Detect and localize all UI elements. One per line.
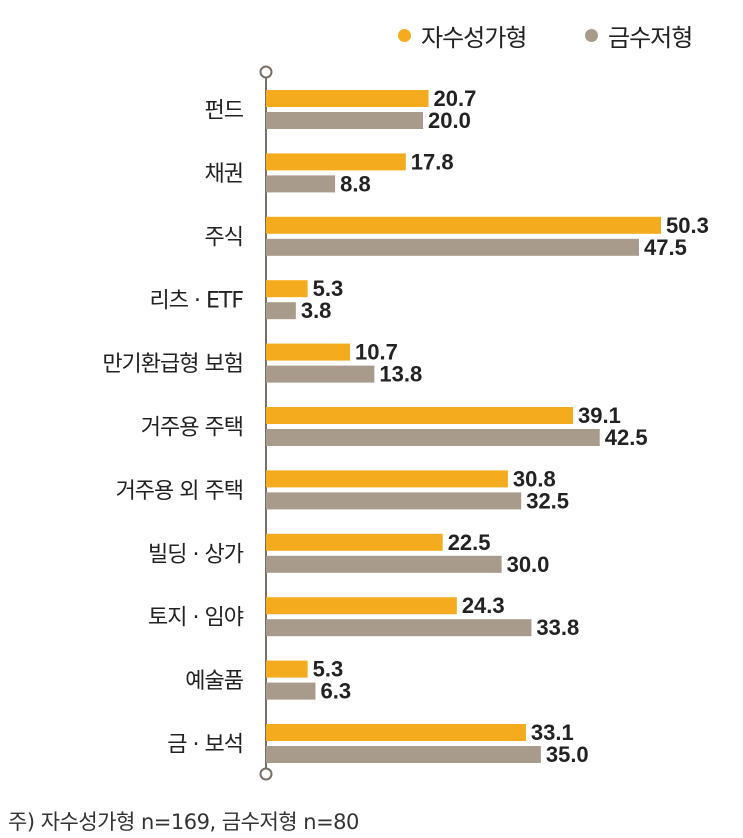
bar-self-made <box>266 407 574 424</box>
bar-self-made <box>266 343 351 361</box>
bar-inherited <box>266 619 532 637</box>
category-label: 만기환급형 보험 <box>102 352 243 377</box>
bar-self-made <box>266 216 661 234</box>
bar-value-label: 30.8 <box>513 466 556 491</box>
axis-top-cap <box>259 65 273 79</box>
legend-item-self-made: 자수성가형 <box>398 20 527 52</box>
bar-value-label: 33.8 <box>536 615 579 640</box>
bar-value-label: 17.8 <box>411 149 454 174</box>
bar-self-made <box>266 597 457 615</box>
bar-value-label: 22.5 <box>448 530 491 555</box>
bar-self-made <box>266 153 406 171</box>
bar-value-label: 6.3 <box>320 679 351 704</box>
category-label: 예술품 <box>185 669 243 694</box>
bar-value-label: 47.5 <box>644 235 687 260</box>
bar-value-label: 42.5 <box>605 425 648 450</box>
bar-value-label: 50.3 <box>666 213 709 238</box>
bar-inherited <box>266 365 375 383</box>
bar-value-label: 3.8 <box>301 298 332 323</box>
bar-value-label: 8.8 <box>340 171 371 196</box>
category-label: 주식 <box>205 225 243 250</box>
axis-bottom-cap <box>259 767 273 781</box>
legend-marker-inherited <box>585 28 598 42</box>
legend-label-inherited: 금수저형 <box>608 23 693 52</box>
category-label: 채권 <box>205 162 243 187</box>
bar-inherited <box>266 746 541 763</box>
bar-value-label: 35.0 <box>546 742 589 767</box>
category-label: 리츠 · ETF <box>150 289 244 314</box>
bar-value-label: 13.8 <box>379 362 422 387</box>
bar-inherited <box>266 682 316 700</box>
legend-label-self-made: 자수성가형 <box>421 23 527 52</box>
legend-item-inherited: 금수저형 <box>585 20 693 52</box>
category-label: 펀드 <box>205 99 244 124</box>
bar-self-made <box>266 660 308 678</box>
bar-value-label: 20.7 <box>434 86 477 111</box>
bar-value-label: 32.5 <box>526 488 569 513</box>
bar-value-label: 5.3 <box>313 657 344 682</box>
bar-inherited <box>266 555 502 573</box>
bar-value-label: 39.1 <box>578 403 621 428</box>
legend-marker-self-made <box>398 28 411 42</box>
category-label: 거주용 외 주택 <box>116 479 243 504</box>
category-label: 빌딩 · 상가 <box>148 542 244 567</box>
bar-inherited <box>266 492 522 510</box>
bar-value-label: 10.7 <box>355 340 398 365</box>
bar-value-label: 30.0 <box>507 552 550 577</box>
category-label: 금 · 보석 <box>167 733 243 758</box>
bar-inherited <box>266 175 336 193</box>
bar-self-made <box>266 533 443 551</box>
bar-value-label: 24.3 <box>462 593 505 618</box>
bar-self-made <box>266 280 308 298</box>
chart-footnote: 주) 자수성가형 n=169, 금수저형 n=80 <box>8 810 359 834</box>
category-label: 거주용 주택 <box>141 416 243 441</box>
bar-inherited <box>266 238 640 256</box>
bar-inherited <box>266 302 296 320</box>
bar-inherited <box>266 429 600 446</box>
bar-value-label: 5.3 <box>313 276 344 301</box>
bar-inherited <box>266 112 424 129</box>
bar-value-label: 33.1 <box>531 720 574 745</box>
bar-self-made <box>266 724 526 741</box>
category-label: 토지 · 임야 <box>148 606 244 631</box>
bar-self-made <box>266 90 429 107</box>
bar-value-label: 20.0 <box>428 108 471 133</box>
bar-self-made <box>266 470 508 488</box>
